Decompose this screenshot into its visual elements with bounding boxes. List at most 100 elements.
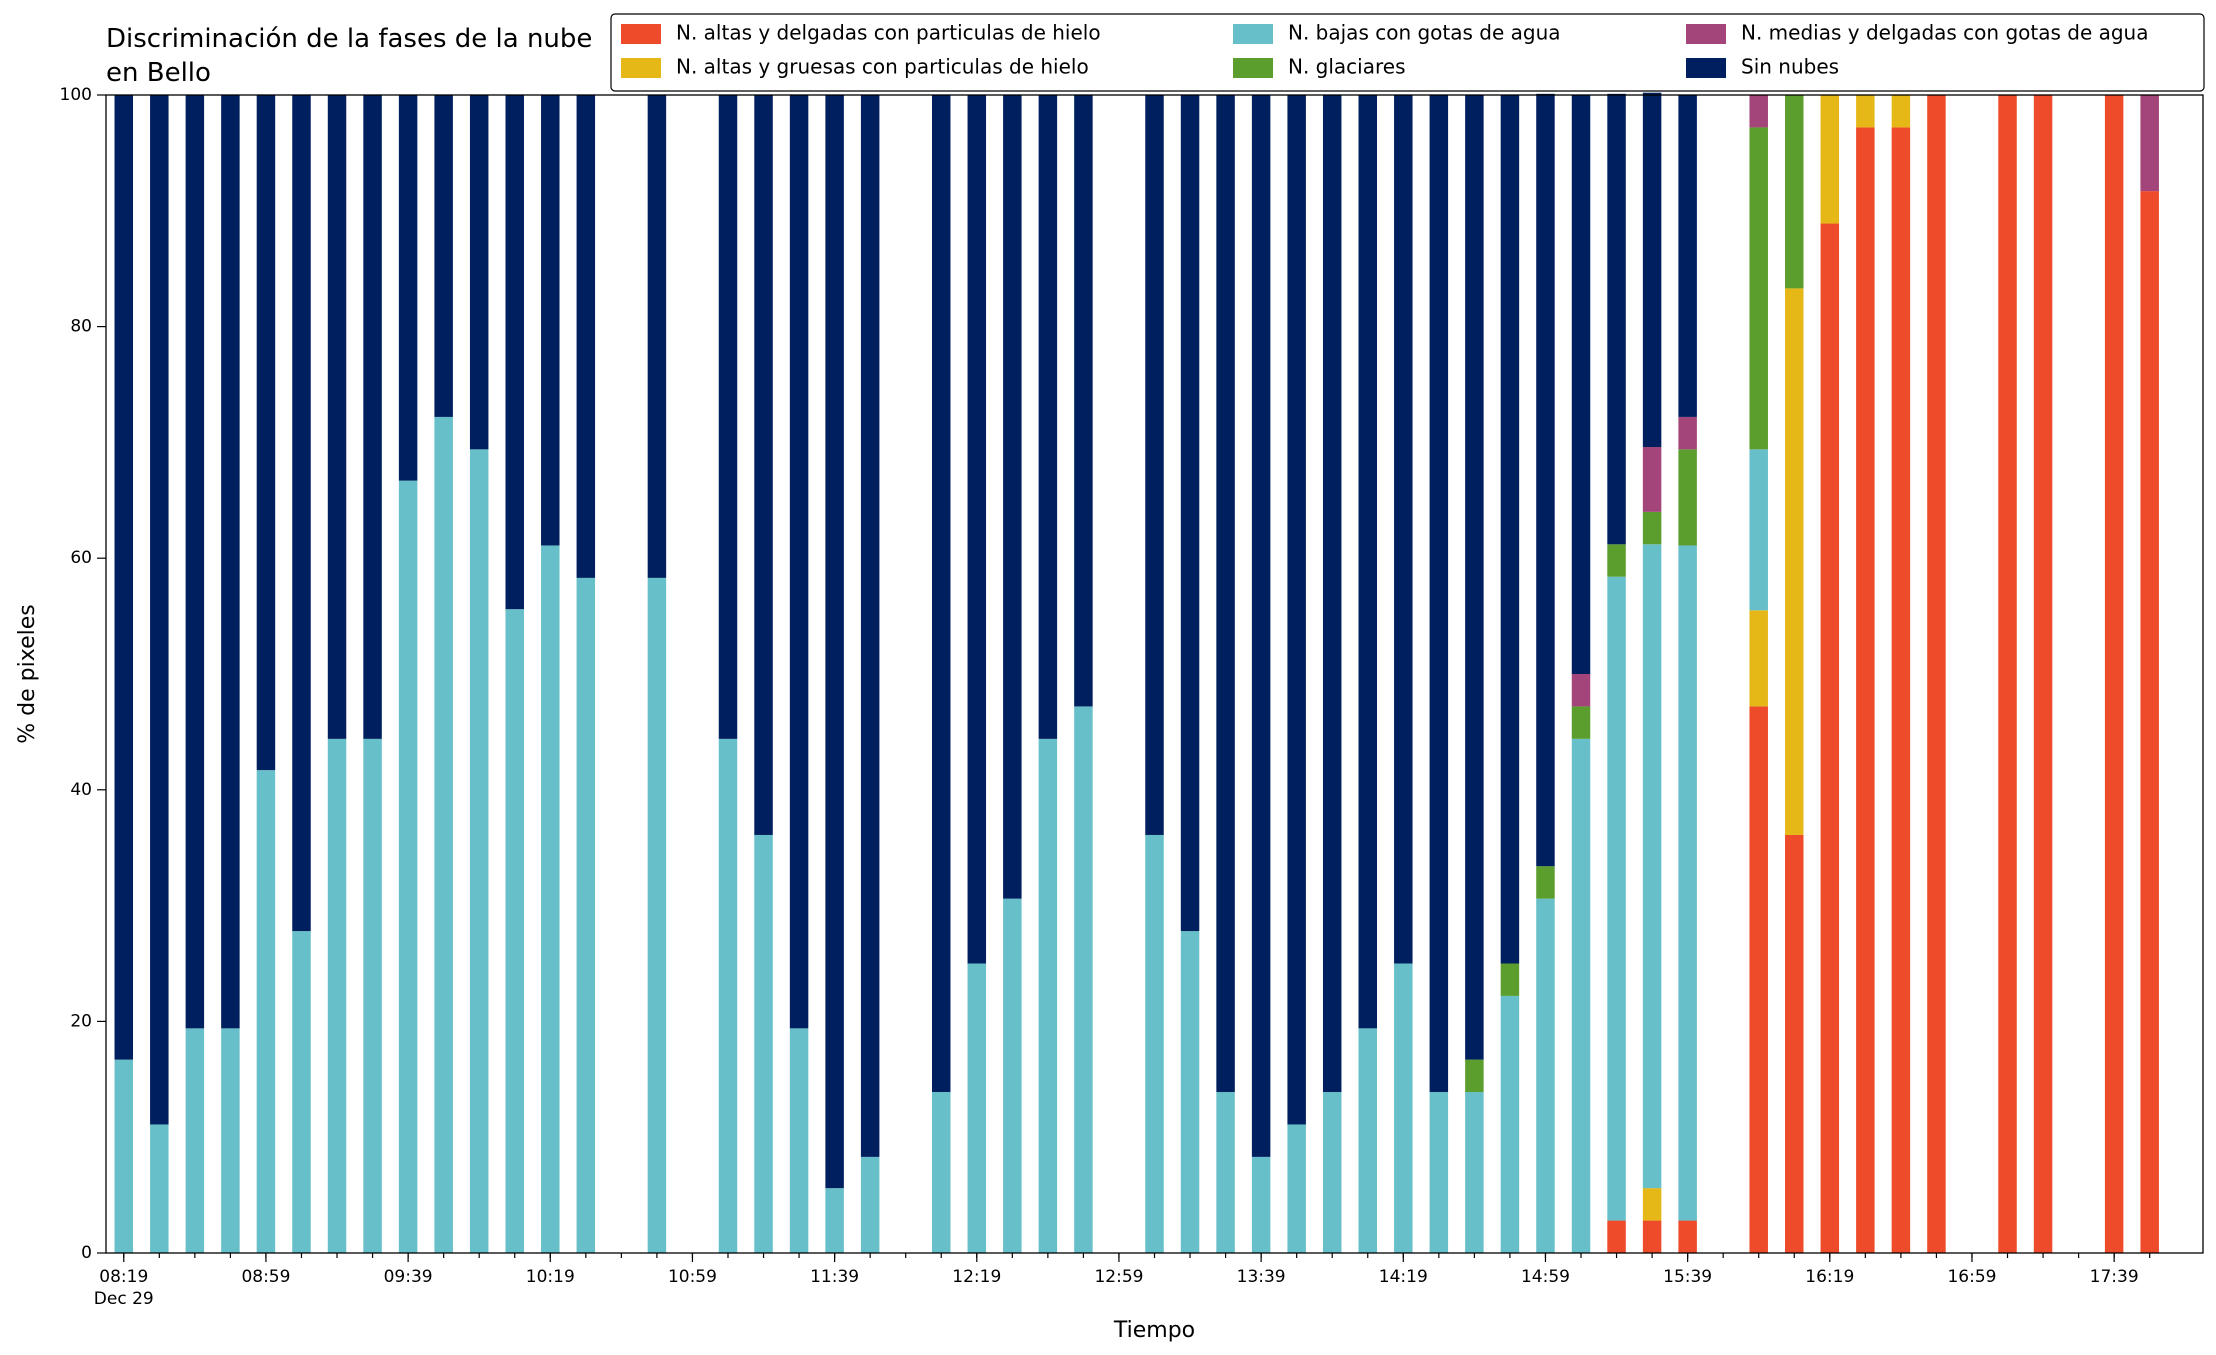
bar-segment <box>754 834 773 1253</box>
bar-segment <box>932 1092 951 1253</box>
bar-segment <box>221 1028 240 1253</box>
y-tick-label: 0 <box>81 1243 92 1263</box>
bar-segment <box>1429 1092 1449 1253</box>
bar-segment <box>505 95 524 610</box>
bar-segment <box>256 95 276 771</box>
bar-segment <box>327 95 347 739</box>
bar-segment <box>469 449 489 1253</box>
bar-segment <box>1607 576 1626 1221</box>
bar-segment <box>1500 963 1520 996</box>
bar-segment <box>967 963 987 1253</box>
bar-segment <box>1642 511 1662 545</box>
plot-frame <box>105 94 2204 1254</box>
legend-swatch <box>1686 24 1726 44</box>
x-tick-label: 08:19 <box>99 1267 148 1287</box>
x-tick-label: 17:39 <box>2090 1267 2139 1287</box>
bar-segment <box>1642 544 1662 1189</box>
bar-segment <box>1287 1124 1306 1253</box>
bar-segment <box>1891 127 1911 1254</box>
bar-segment <box>150 95 169 1125</box>
bar-segment <box>1678 545 1697 1221</box>
bar-segment <box>825 1188 844 1253</box>
bar-segment <box>1038 95 1058 739</box>
x-tick-label: 12:59 <box>1094 1267 1143 1287</box>
bar-segment <box>718 95 738 739</box>
bar-segment <box>1749 610 1768 707</box>
bar-segment <box>576 95 596 578</box>
legend-swatch <box>1233 24 1273 44</box>
bar-segment <box>860 1156 880 1253</box>
bar-segment <box>1571 738 1591 1253</box>
bar-segment <box>1642 1188 1662 1221</box>
bar-segment <box>1607 544 1626 577</box>
bar-segment <box>1785 288 1804 835</box>
bar-segment <box>1251 95 1271 1157</box>
bar-segment <box>1358 95 1377 1029</box>
bar-segment <box>363 95 382 739</box>
x-tick-sublabel: Dec 29 <box>94 1289 154 1309</box>
bar-segment <box>1465 95 1484 1060</box>
x-tick-label: 16:59 <box>1947 1267 1996 1287</box>
bar-segment <box>469 95 489 450</box>
bar-segment <box>2140 191 2159 1253</box>
bar-segment <box>256 770 276 1253</box>
x-tick-label: 09:39 <box>384 1267 433 1287</box>
bar-segment <box>1180 931 1200 1253</box>
bar-segment <box>1749 127 1768 450</box>
x-axis-label: Tiempo <box>1113 1318 1195 1343</box>
bar-segment <box>1607 1220 1626 1253</box>
bar-segment <box>754 95 773 835</box>
bar-segment <box>1571 674 1591 707</box>
x-tick-label: 08:59 <box>241 1267 290 1287</box>
bar-segment <box>1856 95 1875 128</box>
bar-segment <box>1927 95 1946 1253</box>
bar-segment <box>1642 1220 1662 1253</box>
y-tick-label: 20 <box>70 1011 92 1031</box>
bar-segment <box>789 1028 809 1253</box>
bar-segment <box>1607 93 1626 545</box>
bar-segment <box>1998 95 2017 1253</box>
bar-segment <box>1642 92 1662 448</box>
bar-segment <box>1749 449 1768 611</box>
bar-segment <box>1322 1092 1342 1253</box>
bar-segment <box>1003 898 1022 1253</box>
y-tick-label: 60 <box>70 548 92 568</box>
bar-segment <box>789 95 809 1029</box>
bar-segment <box>398 95 418 481</box>
legend-label: N. bajas con gotas de agua <box>1288 21 1561 45</box>
bar-segment <box>1074 95 1093 707</box>
bar-segment <box>1500 995 1520 1253</box>
x-tick-label: 13:39 <box>1237 1267 1286 1287</box>
bar-segment <box>2104 95 2124 1253</box>
bar-segment <box>434 95 453 417</box>
x-tick-label: 10:59 <box>668 1267 717 1287</box>
bar-segment <box>1536 866 1555 899</box>
bar-segment <box>1216 1092 1235 1253</box>
x-tick-label: 16:19 <box>1805 1267 1854 1287</box>
bar-segment <box>1074 706 1093 1253</box>
bar-segment <box>1287 95 1306 1125</box>
x-tick-label: 15:39 <box>1663 1267 1712 1287</box>
bar-segment <box>434 416 453 1253</box>
bar-segment <box>647 577 667 1253</box>
legend-label: Sin nubes <box>1741 55 1839 79</box>
bar-segment <box>825 95 844 1189</box>
bar-segment <box>1180 95 1200 932</box>
bar-segment <box>221 95 240 1029</box>
legend-label: N. medias y delgadas con gotas de agua <box>1741 21 2149 45</box>
bar-segment <box>967 95 987 964</box>
bar-segment <box>398 480 418 1253</box>
bar-segment <box>114 1059 134 1253</box>
bar-segment <box>292 95 311 932</box>
x-tick-label: 14:59 <box>1521 1267 1570 1287</box>
bar-segment <box>1145 834 1164 1253</box>
bar-segment <box>1571 95 1591 674</box>
bar-segment <box>1322 95 1342 1093</box>
x-tick-label: 10:19 <box>526 1267 575 1287</box>
legend-swatch <box>621 24 661 44</box>
y-tick-label: 80 <box>70 317 92 337</box>
bar-segment <box>1394 95 1413 964</box>
legend-swatch <box>621 58 661 78</box>
y-axis-label: % de pixeles <box>15 604 40 743</box>
